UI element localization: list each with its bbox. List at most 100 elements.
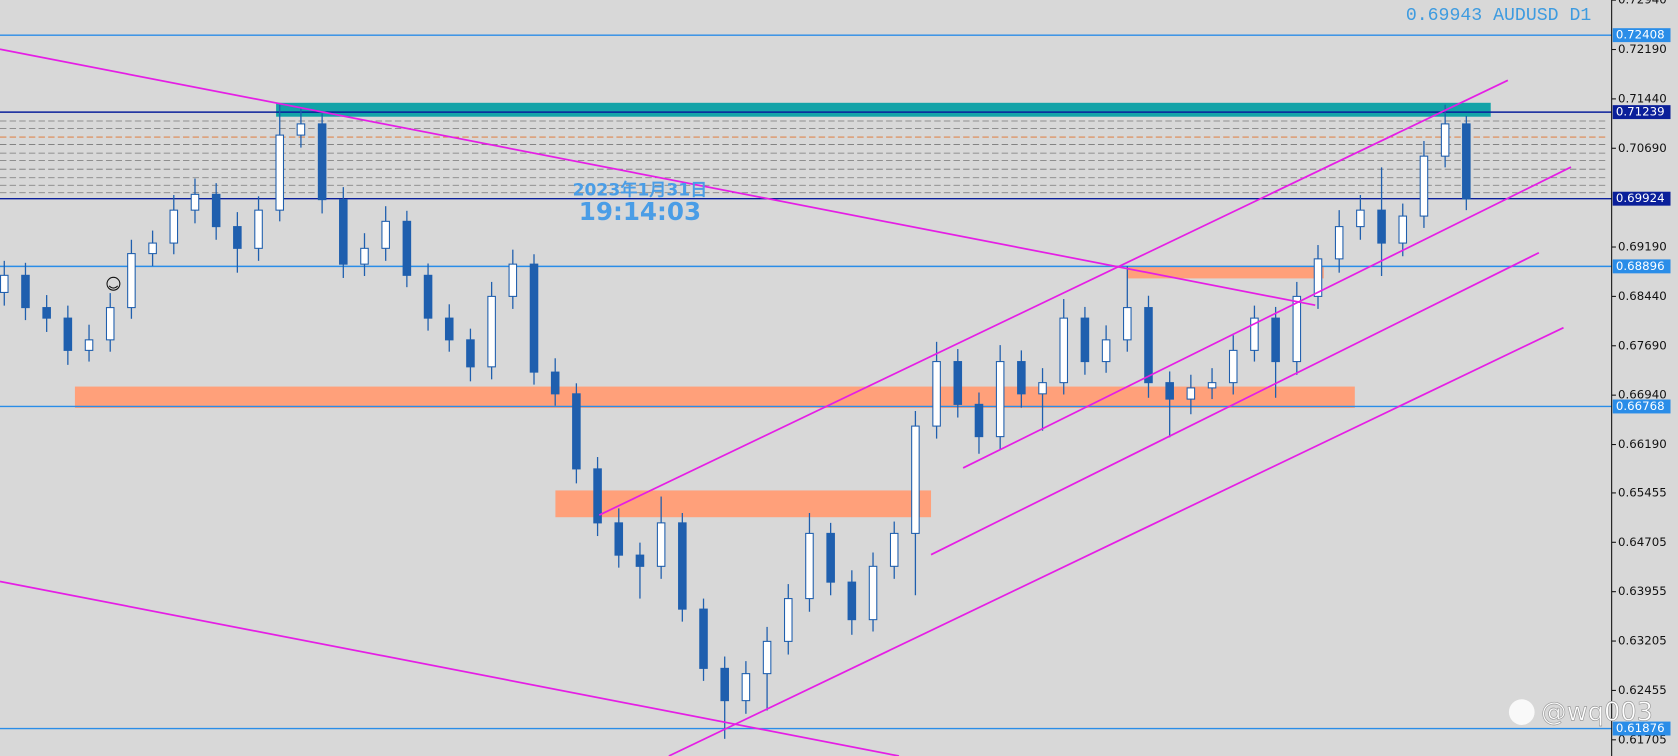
candle-body — [1038, 382, 1047, 395]
y-tick-label: 0.72940 — [1618, 0, 1667, 7]
y-tick-label: 0.72190 — [1618, 42, 1667, 56]
candle-body — [1165, 382, 1174, 400]
level-label: 0.68896 — [1616, 259, 1665, 273]
candle-body — [1080, 317, 1090, 363]
candle-body — [826, 532, 835, 583]
trendline — [668, 326, 1564, 756]
candle-body — [1356, 209, 1365, 228]
candle-body — [148, 242, 157, 255]
candle-body — [42, 307, 51, 319]
candle-body — [635, 554, 645, 567]
chart-title: 0.69943 AUDUSD D1 — [1406, 6, 1592, 26]
candle-body — [211, 193, 221, 228]
candle-body — [572, 393, 581, 470]
candle-body — [741, 673, 751, 702]
candle-body — [932, 361, 941, 427]
y-tick-label: 0.70690 — [1618, 141, 1667, 155]
candle-body — [423, 274, 433, 319]
y-tick-label: 0.63205 — [1618, 634, 1667, 648]
zone — [276, 102, 1491, 117]
candle-body — [783, 598, 793, 642]
candle-body — [1398, 215, 1408, 244]
smiley — [106, 276, 121, 291]
candle-body — [1292, 295, 1302, 363]
watermark-text: @wq003 — [1541, 698, 1653, 728]
y-tick-label: 0.62455 — [1618, 683, 1667, 697]
zone — [1126, 266, 1324, 279]
candle-body — [63, 317, 73, 351]
level-label: 0.61876 — [1616, 721, 1665, 735]
candle-body — [762, 640, 772, 675]
trendlines — [0, 48, 1572, 756]
candle-body — [1207, 382, 1217, 389]
y-tick-label: 0.69190 — [1618, 240, 1667, 254]
candle-body — [1440, 123, 1450, 157]
candle-body — [1144, 307, 1153, 384]
level-label: 0.66768 — [1616, 399, 1665, 413]
level-label-bg — [1612, 105, 1671, 120]
candle-body — [487, 295, 496, 368]
y-tick-label: 0.68440 — [1618, 289, 1667, 303]
zone — [555, 490, 932, 518]
level-label-bg — [1612, 399, 1671, 414]
y-tick-label: 0.71440 — [1618, 91, 1667, 105]
level-label-bg — [1612, 191, 1671, 206]
candle-body — [1250, 317, 1259, 351]
price-axis-bg — [1611, 0, 1678, 756]
level-label-bg — [1612, 28, 1671, 43]
fibo-lines — [0, 120, 1606, 194]
candle-body — [1271, 317, 1280, 363]
level-label: 0.72408 — [1616, 28, 1665, 42]
candle-body — [974, 403, 984, 438]
candle-body — [529, 263, 539, 373]
candle-body — [1228, 349, 1238, 384]
candle-body — [889, 532, 899, 567]
y-tick-label: 0.61705 — [1618, 732, 1667, 746]
level-label: 0.71239 — [1616, 105, 1665, 119]
candle-body — [614, 522, 624, 556]
candle-body — [127, 253, 136, 309]
candle-body — [402, 220, 412, 276]
candle-body — [339, 199, 348, 265]
y-tick-label: 0.65455 — [1618, 485, 1667, 499]
trendline — [962, 166, 1572, 469]
candle-body — [868, 565, 878, 621]
candle-body — [508, 263, 518, 297]
price-axis: 0.72940 0.72190 0.71440 0.70690 0.69190 0.684… — [1611, 0, 1667, 746]
smiley-face — [106, 276, 121, 291]
candle-body — [1419, 155, 1429, 217]
level-labels: 0.72408 0.71239 0.69924 0.68896 0.66768 0.618… — [1612, 28, 1671, 736]
candle-body — [84, 339, 94, 351]
candle-body — [720, 667, 729, 702]
candle-body — [1377, 209, 1386, 244]
candle-body — [1059, 317, 1069, 384]
candle-body — [1017, 361, 1026, 395]
candle-body — [699, 608, 708, 669]
zones — [74, 102, 1491, 518]
candle-body — [953, 361, 963, 405]
candle-body — [847, 581, 857, 621]
candle-body — [1334, 226, 1344, 260]
candle-body — [254, 209, 263, 249]
date-label: 2023年1月31日 — [573, 180, 708, 201]
watermark-icon — [1508, 699, 1535, 725]
time-label: 19:14:03 — [579, 197, 701, 226]
candle-body — [995, 361, 1005, 438]
candle-body — [466, 339, 475, 368]
candle-body — [275, 134, 285, 211]
level-label-bg — [1612, 259, 1671, 274]
candle-body — [593, 468, 602, 524]
candle-body — [381, 220, 390, 249]
candle-body — [1313, 258, 1323, 297]
trendline — [598, 79, 1509, 516]
candle-body — [805, 532, 814, 600]
y-tick-label: 0.66940 — [1618, 388, 1667, 402]
levels — [0, 34, 1612, 730]
candle-body — [911, 425, 920, 534]
y-tick-label: 0.67690 — [1618, 338, 1667, 352]
candle-body — [169, 209, 179, 244]
y-tick-label: 0.64705 — [1618, 535, 1667, 549]
candle-body — [0, 274, 9, 293]
candle-body — [1123, 307, 1132, 341]
